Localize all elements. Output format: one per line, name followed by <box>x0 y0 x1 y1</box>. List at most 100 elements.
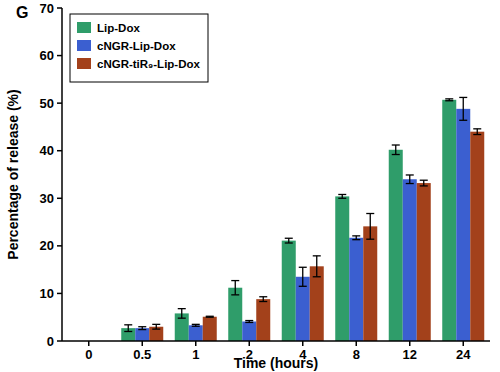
y-tick-label: 70 <box>40 1 54 16</box>
bar <box>403 179 417 341</box>
error-stem <box>463 97 464 120</box>
bar <box>349 238 363 341</box>
bar <box>363 226 377 341</box>
legend-swatch <box>77 22 91 33</box>
error-bar <box>192 324 200 326</box>
error-bar <box>338 194 346 198</box>
y-tick-label: 40 <box>40 143 54 158</box>
error-bar <box>392 145 400 155</box>
error-cap <box>152 324 160 325</box>
error-cap <box>392 144 400 145</box>
x-axis-label: Time (hours) <box>234 355 319 371</box>
error-cap <box>313 276 321 277</box>
error-cap <box>445 100 453 101</box>
x-tick-label: 8 <box>353 347 360 362</box>
error-cap <box>124 324 132 325</box>
legend-label: cNGR-Lip-Dox <box>97 40 176 52</box>
error-cap <box>459 120 467 121</box>
x-tick-label: 1 <box>192 347 199 362</box>
bars <box>121 97 484 341</box>
error-bar <box>352 236 360 240</box>
error-cap <box>259 301 267 302</box>
error-cap <box>352 235 360 236</box>
error-cap <box>366 213 374 214</box>
error-cap <box>473 128 481 129</box>
error-cap <box>138 329 146 330</box>
error-cap <box>231 280 239 281</box>
bar <box>296 277 310 341</box>
error-bar <box>473 129 481 135</box>
x-tick <box>195 341 197 346</box>
x-tick <box>463 341 465 346</box>
error-cap <box>259 296 267 297</box>
error-cap <box>299 267 307 268</box>
error-stem <box>263 297 264 302</box>
error-stem <box>128 325 129 332</box>
error-stem <box>477 129 478 135</box>
error-cap <box>206 316 214 317</box>
legend-label: cNGR-tiR₉-Lip-Dox <box>97 58 201 70</box>
bar <box>175 313 189 341</box>
error-stem <box>395 145 396 155</box>
error-cap <box>192 326 200 327</box>
error-stem <box>156 324 157 329</box>
x-tick <box>249 341 251 346</box>
error-stem <box>181 309 182 319</box>
error-bar <box>420 180 428 186</box>
error-cap <box>231 294 239 295</box>
y-tick-label: 60 <box>40 48 54 63</box>
error-bar <box>178 309 186 319</box>
error-bar <box>459 97 467 120</box>
x-tick <box>409 341 411 346</box>
error-bar <box>366 214 374 240</box>
bar <box>442 100 456 341</box>
x-tick-label: 0 <box>85 347 92 362</box>
error-stem <box>409 175 410 184</box>
bar <box>335 196 349 341</box>
error-stem <box>316 256 317 277</box>
error-cap <box>338 194 346 195</box>
y-axis <box>61 8 63 341</box>
x-axis <box>62 340 490 342</box>
error-cap <box>178 308 186 309</box>
legend-swatch <box>77 40 91 51</box>
error-cap <box>392 154 400 155</box>
error-cap <box>299 286 307 287</box>
x-tick-label: 0.5 <box>133 347 151 362</box>
error-cap <box>445 98 453 99</box>
error-cap <box>366 239 374 240</box>
bar <box>189 325 203 341</box>
error-bar <box>138 327 146 330</box>
error-bar <box>259 297 267 302</box>
error-cap <box>406 183 414 184</box>
error-bar <box>445 99 453 101</box>
error-stem <box>370 214 371 240</box>
error-cap <box>313 255 321 256</box>
bar <box>456 109 470 341</box>
error-cap <box>473 134 481 135</box>
bar <box>389 150 403 341</box>
error-cap <box>420 180 428 181</box>
error-bar <box>406 175 414 184</box>
error-cap <box>245 322 253 323</box>
error-bar <box>231 281 239 295</box>
error-bar <box>152 324 160 329</box>
error-bar <box>206 316 214 318</box>
error-cap <box>406 174 414 175</box>
error-stem <box>235 281 236 295</box>
bar <box>203 317 217 341</box>
error-cap <box>459 97 467 98</box>
y-tick-label: 50 <box>40 96 54 111</box>
chart: 01020304050607000.512481224Time (hours)P… <box>0 0 500 372</box>
error-stem <box>423 180 424 186</box>
error-cap <box>124 331 132 332</box>
legend-frame <box>70 14 208 82</box>
bar <box>135 328 149 341</box>
bar <box>417 183 431 341</box>
error-cap <box>338 198 346 199</box>
bar <box>470 132 484 341</box>
x-tick <box>302 341 304 346</box>
bar <box>256 299 270 341</box>
error-cap <box>285 238 293 239</box>
error-bar <box>285 238 293 243</box>
